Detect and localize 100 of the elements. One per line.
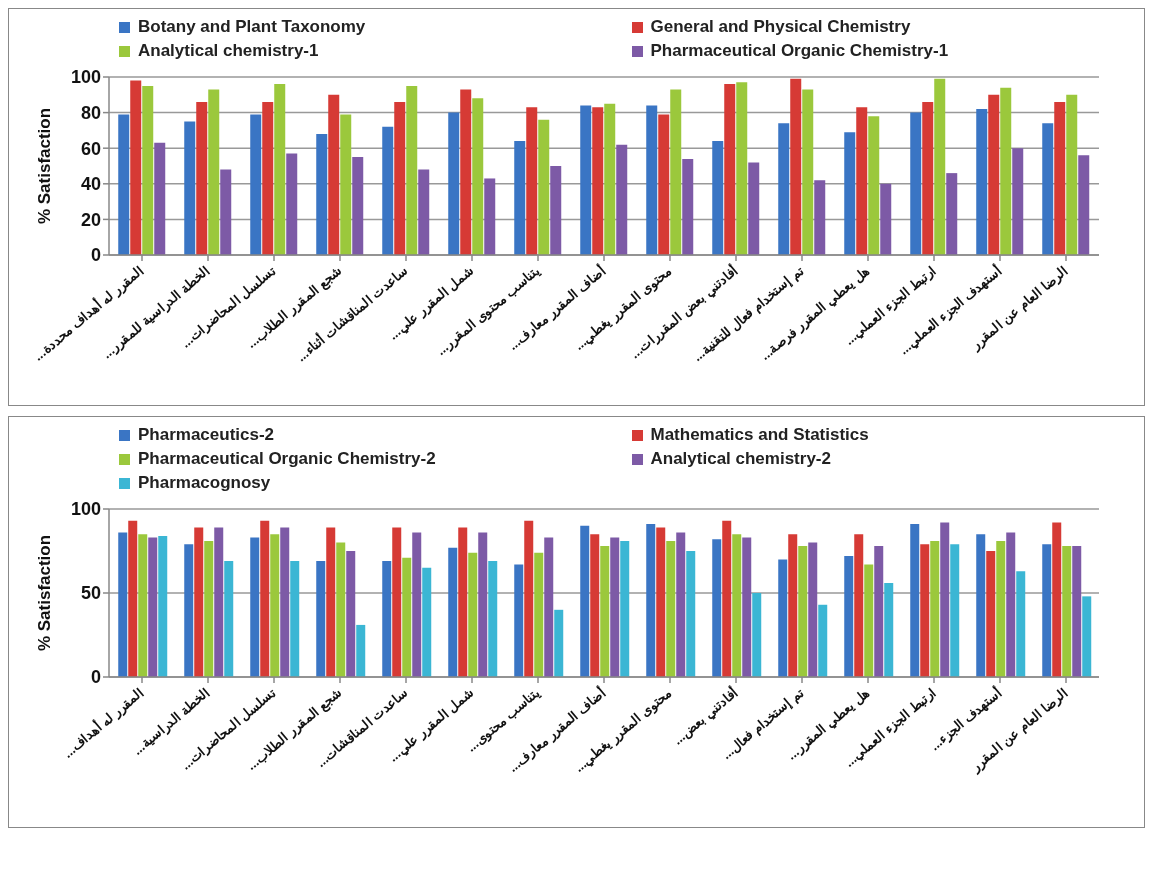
- bar: [138, 534, 148, 677]
- bar: [194, 527, 204, 677]
- y-tick-label: 0: [90, 245, 101, 266]
- bar: [1012, 148, 1024, 255]
- bar: [864, 564, 874, 677]
- bar: [458, 527, 468, 677]
- bar: [130, 80, 142, 255]
- bar: [884, 582, 894, 677]
- y-tick-label: 100: [70, 499, 101, 520]
- bar: [946, 173, 958, 255]
- bar: [220, 169, 232, 255]
- bar: [790, 78, 802, 255]
- bar: [1082, 596, 1092, 677]
- bar: [814, 180, 826, 255]
- bar: [538, 119, 550, 255]
- bar: [1066, 94, 1078, 255]
- bar: [484, 178, 496, 255]
- legend-label: Pharmacognosy: [138, 473, 271, 493]
- bar: [544, 537, 554, 677]
- bar: [868, 116, 880, 255]
- bar: [214, 527, 224, 677]
- bar: [676, 532, 686, 677]
- bar: [514, 564, 524, 677]
- bar: [1072, 545, 1082, 677]
- bar: [448, 112, 460, 255]
- bar: [600, 545, 610, 677]
- y-tick-label: 0: [90, 667, 101, 688]
- bar: [996, 540, 1006, 677]
- y-tick-label: 60: [80, 138, 101, 159]
- bar: [422, 567, 432, 677]
- y-tick-label: 20: [80, 209, 101, 230]
- bar: [184, 544, 194, 677]
- bar: [682, 158, 694, 255]
- bar: [620, 540, 630, 677]
- bar: [670, 89, 682, 255]
- bar: [950, 544, 960, 677]
- bar: [656, 527, 666, 677]
- bar: [976, 534, 986, 677]
- bar: [722, 520, 732, 677]
- bar: [274, 84, 286, 255]
- bar: [478, 532, 488, 677]
- bar: [778, 559, 788, 677]
- bar: [418, 169, 430, 255]
- bar: [290, 561, 300, 677]
- bar: [1062, 545, 1072, 677]
- y-axis-title: % Satisfaction: [35, 534, 55, 652]
- bar: [604, 103, 616, 255]
- bar: [412, 532, 422, 677]
- y-tick-label: 80: [80, 102, 101, 123]
- bar: [472, 98, 484, 255]
- legend-label: Pharmaceutics-2: [138, 425, 275, 445]
- legend-label: Botany and Plant Taxonomy: [138, 17, 366, 37]
- y-tick-label: 50: [80, 583, 101, 604]
- bar: [808, 542, 818, 677]
- bar: [736, 82, 748, 255]
- bar: [260, 520, 270, 677]
- bar: [742, 537, 752, 677]
- bar: [930, 540, 940, 677]
- bar: [208, 89, 220, 255]
- bar: [340, 114, 352, 255]
- bar: [356, 624, 366, 677]
- legend-label: Analytical chemistry-2: [650, 449, 831, 469]
- bar: [382, 126, 394, 255]
- bar: [844, 132, 856, 255]
- bar: [802, 89, 814, 255]
- bar: [394, 101, 406, 255]
- bar: [818, 604, 828, 677]
- bar: [514, 141, 526, 255]
- bar: [646, 524, 656, 677]
- legend-label: General and Physical Chemistry: [650, 17, 911, 37]
- bar: [468, 552, 478, 677]
- y-axis-title: % Satisfaction: [35, 107, 55, 225]
- bar: [988, 94, 1000, 255]
- bar: [128, 520, 138, 677]
- bar: [352, 157, 364, 255]
- bar: [1054, 101, 1066, 255]
- bar: [250, 537, 260, 677]
- bar: [550, 166, 562, 255]
- bar: [986, 551, 996, 677]
- bar: [448, 547, 458, 677]
- bar: [934, 78, 946, 255]
- bar: [1000, 87, 1012, 255]
- bar: [658, 114, 670, 255]
- legend-label: Mathematics and Statistics: [650, 425, 869, 445]
- bar: [224, 561, 234, 677]
- bar: [406, 85, 418, 255]
- bar: [778, 123, 790, 255]
- bar: [286, 153, 298, 255]
- bar: [392, 527, 402, 677]
- bar: [118, 532, 128, 677]
- bar: [1052, 522, 1062, 677]
- bar: [712, 141, 724, 255]
- bar: [788, 534, 798, 677]
- bar: [1042, 544, 1052, 677]
- bar: [250, 114, 262, 255]
- bar: [976, 109, 988, 255]
- bar: [326, 527, 336, 677]
- bar: [610, 537, 620, 677]
- bar: [592, 107, 604, 255]
- bar: [752, 593, 762, 677]
